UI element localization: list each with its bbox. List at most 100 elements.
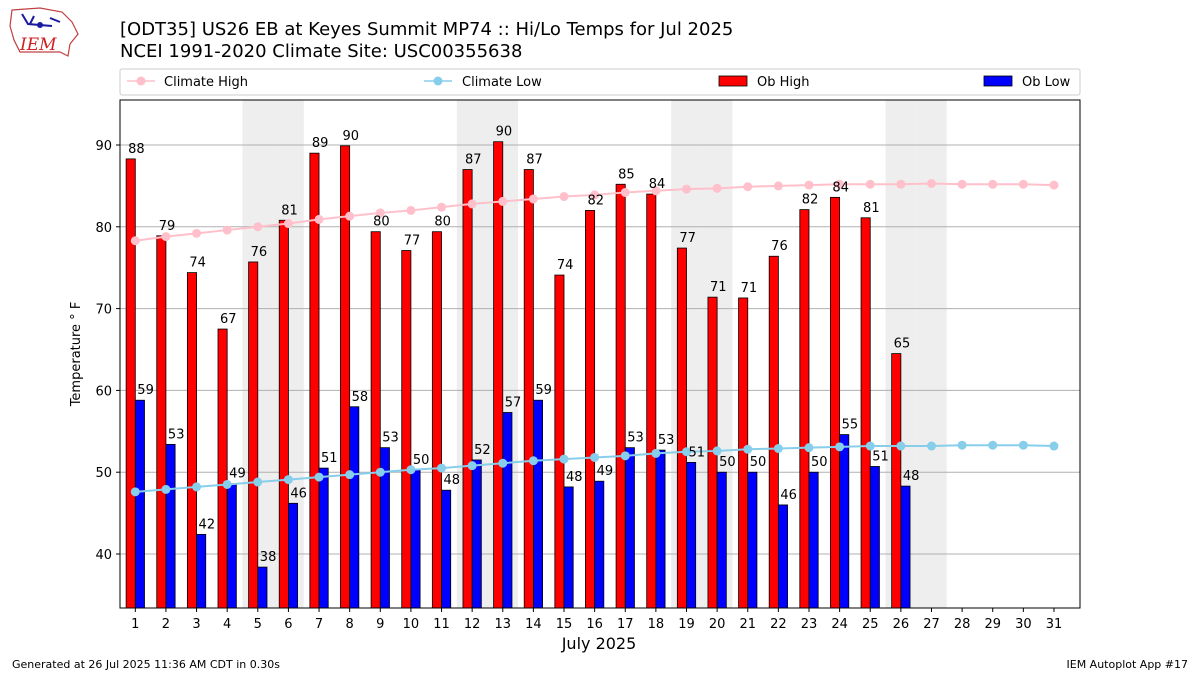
legend-climate-high-label: Climate High (164, 75, 248, 90)
ob-low-bar (318, 467, 329, 609)
y-tick-label: 80 (95, 221, 112, 236)
climate-high-point (222, 225, 232, 235)
iem-logo: IEM (9, 7, 79, 57)
x-tick-label: 3 (192, 617, 200, 632)
ob-low-bar (226, 483, 237, 609)
climate-high-point (498, 196, 508, 206)
ob-low-label: 58 (352, 390, 369, 405)
y-tick-label: 90 (95, 139, 112, 154)
ob-high-bar (156, 235, 167, 609)
logo-text: IEM (19, 35, 57, 55)
x-tick-label: 9 (376, 617, 384, 632)
ob-high-bar (125, 158, 136, 609)
ob-high-label: 80 (373, 215, 390, 230)
climate-high-point (835, 179, 845, 189)
x-tick-label: 31 (1046, 617, 1063, 632)
ob-low-label: 53 (168, 427, 185, 442)
ob-low-label: 53 (382, 431, 399, 446)
climate-low-point (345, 470, 355, 480)
y-axis-label: Temperature ° F (69, 302, 84, 408)
ob-high-label: 90 (342, 129, 359, 144)
ob-low-bar (808, 471, 819, 609)
ob-high-label: 82 (587, 193, 604, 208)
ob-high-bar (186, 272, 197, 609)
ob-low-bar (288, 502, 299, 609)
ob-low-bar (655, 449, 666, 609)
x-tick-label: 8 (346, 617, 354, 632)
ob-high-bar (585, 210, 596, 609)
ob-high-bar (891, 353, 902, 609)
ob-low-label: 46 (290, 486, 307, 501)
x-tick-label: 25 (862, 617, 879, 632)
ob-low-label: 59 (137, 383, 154, 398)
climate-low-point (620, 451, 630, 461)
legend-ob-high-label: Ob High (757, 75, 810, 90)
ob-low-label: 51 (872, 449, 889, 464)
ob-high-bar (462, 169, 473, 609)
ob-low-bar (410, 469, 421, 609)
x-tick-label: 21 (739, 617, 756, 632)
x-tick-label: 14 (525, 617, 542, 632)
ob-low-label: 46 (780, 488, 797, 503)
ob-high-bar (248, 261, 259, 609)
chart-title: [ODT35] US26 EB at Keyes Summit MP74 :: … (120, 19, 733, 40)
climate-high-point (1018, 179, 1028, 189)
ob-high-bar (431, 231, 442, 609)
x-tick-label: 2 (162, 617, 170, 632)
ob-high-label: 74 (189, 256, 206, 271)
ob-high-label: 74 (557, 258, 574, 273)
y-tick-label: 70 (95, 303, 112, 318)
ob-low-bar (716, 471, 727, 609)
ob-low-bar (839, 434, 850, 609)
legend-ob-high: Ob High (718, 75, 810, 90)
climate-high-point (345, 211, 355, 221)
ob-high-label: 87 (465, 153, 482, 168)
ob-high-bar (217, 328, 228, 609)
legend-climate-low: Climate Low (424, 75, 542, 90)
y-axis-ticks: 40 50 60 70 80 90 (95, 139, 120, 563)
x-tick-label: 11 (433, 617, 450, 632)
y-tick-label: 50 (95, 466, 112, 481)
climate-high-point (988, 179, 998, 189)
climate-low-point (375, 467, 385, 477)
climate-low-point (314, 472, 324, 482)
ob-low-label: 49 (597, 464, 614, 479)
ob-low-label: 53 (658, 433, 675, 448)
plot-area (119, 99, 1081, 609)
x-tick-label: 23 (801, 617, 818, 632)
climate-high-point (467, 199, 477, 209)
climate-low-point (222, 479, 232, 489)
ob-high-label: 77 (679, 231, 696, 246)
climate-lines (130, 178, 1059, 497)
x-tick-label: 13 (495, 617, 512, 632)
ob-low-label: 38 (260, 550, 277, 565)
legend-climate-low-label: Climate Low (462, 75, 542, 90)
ob-high-label: 79 (159, 219, 176, 234)
climate-low-point (896, 441, 906, 451)
climate-high-point (375, 208, 385, 218)
ob-high-label: 81 (863, 201, 880, 216)
x-tick-label: 19 (678, 617, 695, 632)
climate-high-point (406, 205, 416, 215)
ob-low-bar (165, 443, 176, 609)
ob-low-bar (349, 406, 360, 609)
climate-low-point (528, 456, 538, 466)
ob-high-label: 76 (251, 245, 268, 260)
ob-low-label: 50 (413, 453, 430, 468)
chart-subtitle: NCEI 1991-2020 Climate Site: USC00355638 (120, 41, 522, 62)
climate-high-point (161, 232, 171, 242)
ob-low-label: 50 (750, 455, 767, 470)
ob-high-bar (860, 217, 871, 609)
climate-high-point (1049, 180, 1059, 190)
footer-generated-text: Generated at 26 Jul 2025 11:36 AM CDT in… (12, 658, 280, 671)
climate-high-point (283, 219, 293, 229)
ob-low-label: 52 (474, 443, 491, 458)
wind-barb-icon (21, 13, 61, 27)
climate-low-point (192, 482, 202, 492)
climate-low-point (773, 443, 783, 453)
ob-high-bar (646, 193, 657, 609)
ob-low-label: 50 (719, 455, 736, 470)
ob-high-label: 84 (649, 177, 666, 192)
ob-high-bar (554, 274, 565, 609)
